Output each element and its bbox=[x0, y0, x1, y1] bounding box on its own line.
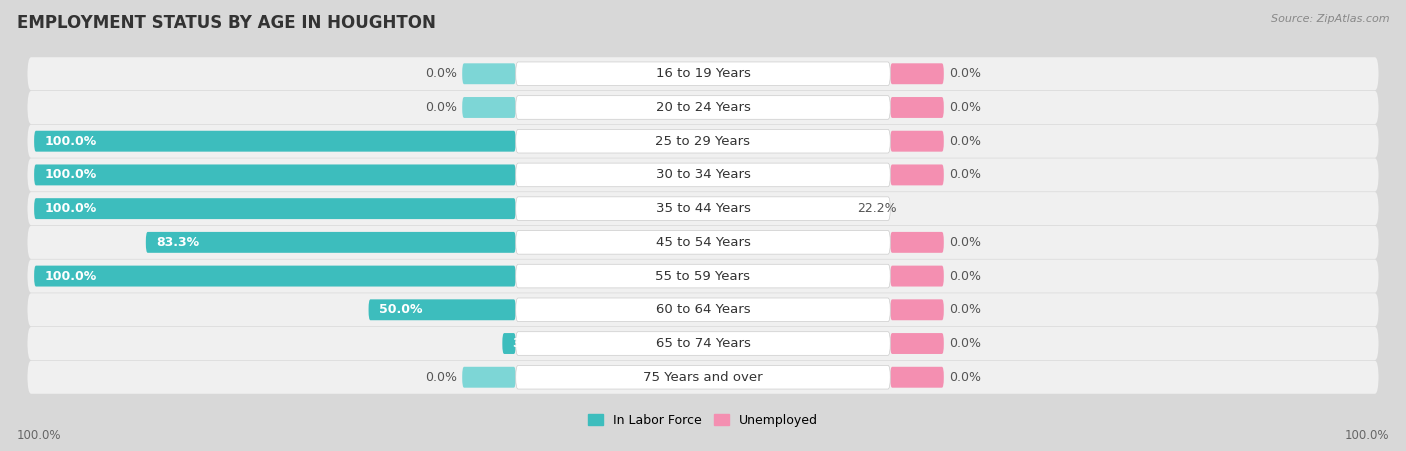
FancyBboxPatch shape bbox=[34, 131, 516, 152]
Text: 0.0%: 0.0% bbox=[949, 236, 981, 249]
FancyBboxPatch shape bbox=[516, 230, 890, 254]
Text: 83.3%: 83.3% bbox=[156, 236, 200, 249]
Text: 45 to 54 Years: 45 to 54 Years bbox=[655, 236, 751, 249]
Text: 0.0%: 0.0% bbox=[425, 101, 457, 114]
FancyBboxPatch shape bbox=[890, 165, 943, 185]
Text: 100.0%: 100.0% bbox=[44, 168, 97, 181]
Text: 30.0%: 30.0% bbox=[512, 337, 555, 350]
FancyBboxPatch shape bbox=[516, 298, 890, 322]
FancyBboxPatch shape bbox=[890, 97, 943, 118]
FancyBboxPatch shape bbox=[516, 197, 890, 221]
FancyBboxPatch shape bbox=[890, 266, 943, 286]
FancyBboxPatch shape bbox=[463, 63, 516, 84]
Text: 22.2%: 22.2% bbox=[856, 202, 897, 215]
FancyBboxPatch shape bbox=[516, 365, 890, 389]
FancyBboxPatch shape bbox=[28, 91, 1378, 124]
FancyBboxPatch shape bbox=[890, 333, 943, 354]
Text: 0.0%: 0.0% bbox=[949, 101, 981, 114]
Text: 50.0%: 50.0% bbox=[378, 304, 422, 316]
FancyBboxPatch shape bbox=[516, 264, 890, 288]
FancyBboxPatch shape bbox=[463, 97, 516, 118]
Text: 0.0%: 0.0% bbox=[949, 337, 981, 350]
Text: 0.0%: 0.0% bbox=[949, 135, 981, 147]
FancyBboxPatch shape bbox=[890, 63, 943, 84]
FancyBboxPatch shape bbox=[34, 165, 516, 185]
FancyBboxPatch shape bbox=[28, 57, 1378, 90]
Text: 20 to 24 Years: 20 to 24 Years bbox=[655, 101, 751, 114]
Text: 0.0%: 0.0% bbox=[949, 168, 981, 181]
Text: 65 to 74 Years: 65 to 74 Years bbox=[655, 337, 751, 350]
FancyBboxPatch shape bbox=[516, 62, 890, 86]
FancyBboxPatch shape bbox=[28, 361, 1378, 394]
Text: 100.0%: 100.0% bbox=[44, 270, 97, 283]
FancyBboxPatch shape bbox=[502, 333, 516, 354]
Text: Source: ZipAtlas.com: Source: ZipAtlas.com bbox=[1271, 14, 1389, 23]
FancyBboxPatch shape bbox=[368, 299, 516, 320]
Text: EMPLOYMENT STATUS BY AGE IN HOUGHTON: EMPLOYMENT STATUS BY AGE IN HOUGHTON bbox=[17, 14, 436, 32]
FancyBboxPatch shape bbox=[890, 367, 943, 388]
FancyBboxPatch shape bbox=[28, 192, 1378, 225]
FancyBboxPatch shape bbox=[516, 96, 890, 119]
FancyBboxPatch shape bbox=[516, 129, 890, 153]
Text: 30 to 34 Years: 30 to 34 Years bbox=[655, 168, 751, 181]
Text: 100.0%: 100.0% bbox=[1344, 429, 1389, 442]
Text: 100.0%: 100.0% bbox=[44, 135, 97, 147]
Text: 0.0%: 0.0% bbox=[425, 371, 457, 384]
Text: 75 Years and over: 75 Years and over bbox=[643, 371, 763, 384]
Text: 0.0%: 0.0% bbox=[949, 304, 981, 316]
Text: 0.0%: 0.0% bbox=[425, 67, 457, 80]
Text: 0.0%: 0.0% bbox=[949, 270, 981, 283]
Text: 55 to 59 Years: 55 to 59 Years bbox=[655, 270, 751, 283]
FancyBboxPatch shape bbox=[34, 198, 516, 219]
Text: 60 to 64 Years: 60 to 64 Years bbox=[655, 304, 751, 316]
FancyBboxPatch shape bbox=[28, 124, 1378, 158]
FancyBboxPatch shape bbox=[890, 131, 943, 152]
Text: 100.0%: 100.0% bbox=[17, 429, 62, 442]
FancyBboxPatch shape bbox=[28, 158, 1378, 191]
Text: 0.0%: 0.0% bbox=[949, 67, 981, 80]
FancyBboxPatch shape bbox=[516, 332, 890, 355]
FancyBboxPatch shape bbox=[890, 299, 943, 320]
FancyBboxPatch shape bbox=[146, 232, 516, 253]
FancyBboxPatch shape bbox=[463, 367, 516, 388]
Text: 100.0%: 100.0% bbox=[44, 202, 97, 215]
Legend: In Labor Force, Unemployed: In Labor Force, Unemployed bbox=[583, 409, 823, 432]
FancyBboxPatch shape bbox=[28, 260, 1378, 293]
FancyBboxPatch shape bbox=[28, 327, 1378, 360]
FancyBboxPatch shape bbox=[34, 266, 516, 286]
Text: 35 to 44 Years: 35 to 44 Years bbox=[655, 202, 751, 215]
FancyBboxPatch shape bbox=[28, 293, 1378, 327]
FancyBboxPatch shape bbox=[516, 163, 890, 187]
Text: 16 to 19 Years: 16 to 19 Years bbox=[655, 67, 751, 80]
FancyBboxPatch shape bbox=[890, 232, 943, 253]
Text: 25 to 29 Years: 25 to 29 Years bbox=[655, 135, 751, 147]
Text: 0.0%: 0.0% bbox=[949, 371, 981, 384]
FancyBboxPatch shape bbox=[28, 226, 1378, 259]
